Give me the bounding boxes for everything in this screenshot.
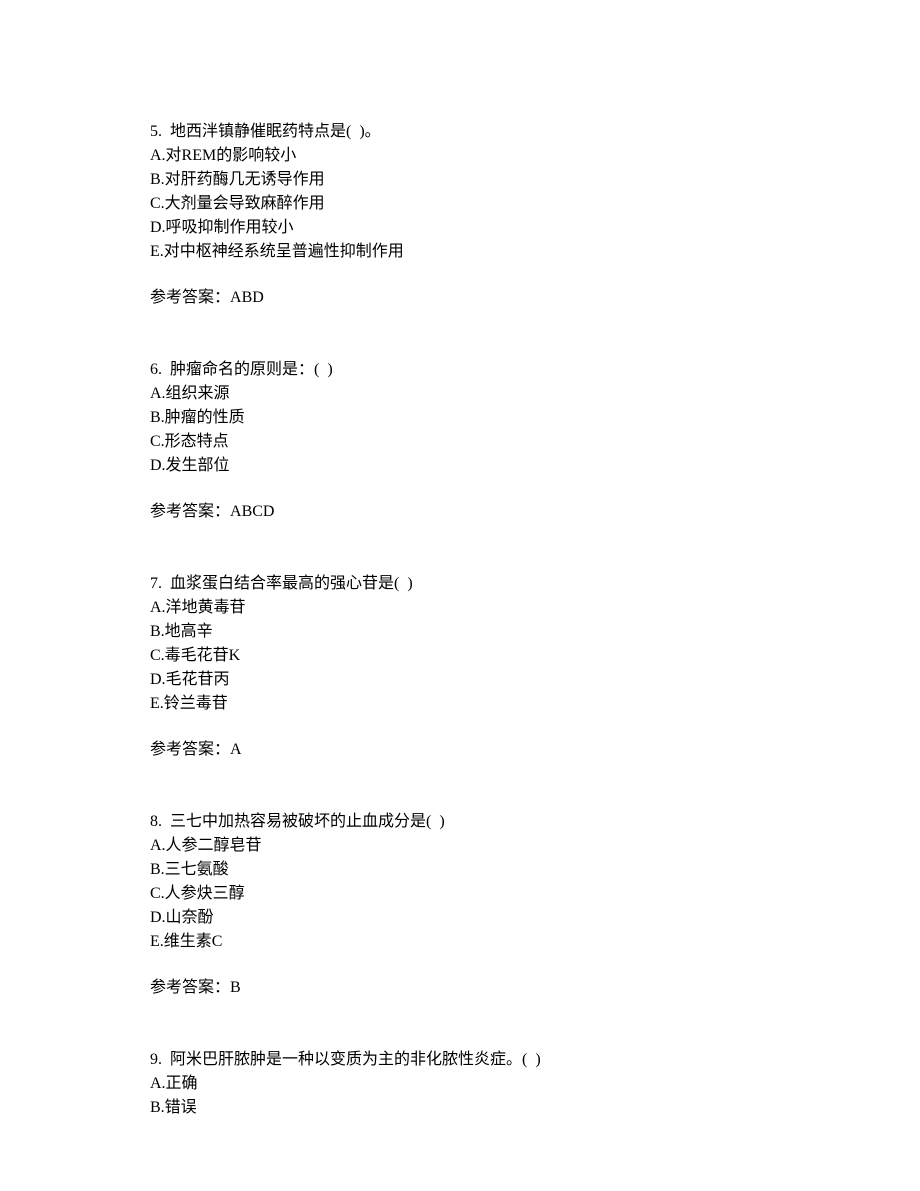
option-a: A.人参二醇皂苷 bbox=[150, 834, 770, 858]
answer-line: 参考答案：B bbox=[150, 976, 770, 1000]
question-stem: 三七中加热容易被破坏的止血成分是( ) bbox=[170, 813, 445, 830]
answer-label: 参考答案： bbox=[150, 289, 230, 306]
option-e: E.维生素C bbox=[150, 930, 770, 954]
question-stem: 阿米巴肝脓肿是一种以变质为主的非化脓性炎症。( ) bbox=[170, 1051, 541, 1068]
option-c: C.人参炔三醇 bbox=[150, 882, 770, 906]
question-block-5: 5. 地西泮镇静催眠药特点是( )。 A.对REM的影响较小 B.对肝药酶几无诱… bbox=[150, 120, 770, 310]
option-e: E.对中枢神经系统呈普遍性抑制作用 bbox=[150, 240, 770, 264]
option-d: D.毛花苷丙 bbox=[150, 668, 770, 692]
option-b: B.对肝药酶几无诱导作用 bbox=[150, 168, 770, 192]
option-c: C.大剂量会导致麻醉作用 bbox=[150, 192, 770, 216]
option-b: B.肿瘤的性质 bbox=[150, 406, 770, 430]
answer-value: ABCD bbox=[230, 503, 274, 520]
question-number: 6. bbox=[150, 361, 162, 378]
option-a: A.正确 bbox=[150, 1072, 770, 1096]
question-block-6: 6. 肿瘤命名的原则是：( ) A.组织来源 B.肿瘤的性质 C.形态特点 D.… bbox=[150, 358, 770, 524]
answer-value: ABD bbox=[230, 289, 264, 306]
option-d: D.发生部位 bbox=[150, 454, 770, 478]
option-c: C.毒毛花苷K bbox=[150, 644, 770, 668]
question-text: 8. 三七中加热容易被破坏的止血成分是( ) bbox=[150, 810, 770, 834]
option-d: D.呼吸抑制作用较小 bbox=[150, 216, 770, 240]
answer-line: 参考答案：A bbox=[150, 738, 770, 762]
answer-label: 参考答案： bbox=[150, 979, 230, 996]
answer-value: B bbox=[230, 979, 241, 996]
option-a: A.洋地黄毒苷 bbox=[150, 596, 770, 620]
question-text: 5. 地西泮镇静催眠药特点是( )。 bbox=[150, 120, 770, 144]
question-block-7: 7. 血浆蛋白结合率最高的强心苷是( ) A.洋地黄毒苷 B.地高辛 C.毒毛花… bbox=[150, 572, 770, 762]
option-d: D.山奈酚 bbox=[150, 906, 770, 930]
answer-label: 参考答案： bbox=[150, 503, 230, 520]
answer-line: 参考答案：ABCD bbox=[150, 500, 770, 524]
question-stem: 地西泮镇静催眠药特点是( )。 bbox=[170, 123, 381, 140]
answer-value: A bbox=[230, 741, 242, 758]
question-block-9: 9. 阿米巴肝脓肿是一种以变质为主的非化脓性炎症。( ) A.正确 B.错误 bbox=[150, 1048, 770, 1120]
option-b: B.三七氨酸 bbox=[150, 858, 770, 882]
answer-line: 参考答案：ABD bbox=[150, 286, 770, 310]
question-text: 7. 血浆蛋白结合率最高的强心苷是( ) bbox=[150, 572, 770, 596]
option-a: A.组织来源 bbox=[150, 382, 770, 406]
question-number: 9. bbox=[150, 1051, 162, 1068]
document-content: 5. 地西泮镇静催眠药特点是( )。 A.对REM的影响较小 B.对肝药酶几无诱… bbox=[150, 120, 770, 1120]
answer-label: 参考答案： bbox=[150, 741, 230, 758]
question-text: 9. 阿米巴肝脓肿是一种以变质为主的非化脓性炎症。( ) bbox=[150, 1048, 770, 1072]
option-e: E.铃兰毒苷 bbox=[150, 692, 770, 716]
question-number: 7. bbox=[150, 575, 162, 592]
question-text: 6. 肿瘤命名的原则是：( ) bbox=[150, 358, 770, 382]
question-number: 5. bbox=[150, 123, 162, 140]
option-c: C.形态特点 bbox=[150, 430, 770, 454]
option-a: A.对REM的影响较小 bbox=[150, 144, 770, 168]
question-stem: 肿瘤命名的原则是：( ) bbox=[170, 361, 333, 378]
question-stem: 血浆蛋白结合率最高的强心苷是( ) bbox=[170, 575, 413, 592]
question-number: 8. bbox=[150, 813, 162, 830]
option-b: B.错误 bbox=[150, 1096, 770, 1120]
option-b: B.地高辛 bbox=[150, 620, 770, 644]
question-block-8: 8. 三七中加热容易被破坏的止血成分是( ) A.人参二醇皂苷 B.三七氨酸 C… bbox=[150, 810, 770, 1000]
